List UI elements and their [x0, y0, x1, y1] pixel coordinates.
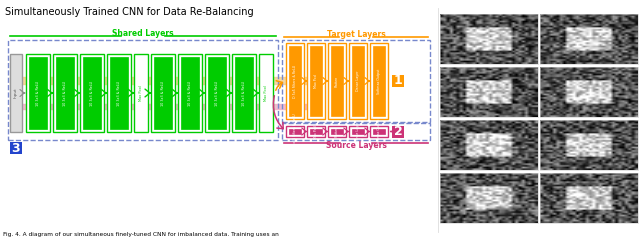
Bar [26, 54, 50, 132]
Bar [352, 46, 364, 116]
Text: Max Pool: Max Pool [264, 85, 268, 101]
Bar [83, 57, 101, 129]
Text: Max Pool: Max Pool [314, 124, 318, 139]
Text: 10 3x3 & ReLU: 10 3x3 & ReLU [215, 80, 219, 106]
Text: 10 3x3 & ReLU: 10 3x3 & ReLU [90, 80, 94, 106]
Bar [307, 43, 325, 119]
Text: Dense Layer: Dense Layer [356, 121, 360, 142]
Bar [392, 126, 404, 138]
Text: 10 3x3 & ReLU: 10 3x3 & ReLU [161, 80, 165, 106]
Text: 10 3x3 & ReLU: 10 3x3 & ReLU [188, 80, 192, 106]
Bar [349, 43, 367, 119]
Bar [352, 129, 364, 134]
Text: 10 3x3 & ReLU: 10 3x3 & ReLU [117, 80, 121, 106]
Text: 10 5x15 Filters & ReLU: 10 5x15 Filters & ReLU [293, 113, 297, 150]
Text: 1: 1 [394, 74, 403, 88]
Text: Simultaneously Trained CNN for Data Re-Balancing: Simultaneously Trained CNN for Data Re-B… [5, 7, 253, 17]
Bar [440, 67, 538, 117]
Bar [235, 57, 253, 129]
Bar [181, 57, 199, 129]
Text: Softmax Output: Softmax Output [377, 68, 381, 94]
Bar [286, 126, 304, 137]
Text: Shared Layers: Shared Layers [112, 29, 174, 38]
Text: D 5x5 Filters & ReLU: D 5x5 Filters & ReLU [293, 64, 297, 98]
Bar [540, 14, 638, 64]
Text: 2: 2 [394, 125, 403, 138]
Text: Target Layers: Target Layers [326, 30, 385, 39]
Bar [310, 129, 322, 134]
Text: Fig. 4. A diagram of our simultaneous finely-tuned CNN for imbalanced data. Trai: Fig. 4. A diagram of our simultaneous fi… [3, 232, 279, 237]
Text: Dense Layer: Dense Layer [356, 71, 360, 91]
Bar [232, 54, 256, 132]
Bar [10, 142, 22, 154]
Bar [370, 126, 388, 137]
Bar [307, 126, 325, 137]
Bar [286, 43, 304, 119]
Text: 10 3x3 & ReLU: 10 3x3 & ReLU [36, 80, 40, 106]
Bar [328, 43, 346, 119]
Bar [10, 54, 22, 132]
Bar [134, 54, 148, 132]
Bar [370, 43, 388, 119]
Bar [540, 120, 638, 170]
Text: Flatten: Flatten [335, 75, 339, 87]
Bar [289, 129, 301, 134]
Bar [29, 57, 47, 129]
Bar [540, 67, 638, 117]
Bar [349, 126, 367, 137]
Bar [110, 57, 128, 129]
Bar [328, 126, 346, 137]
Text: Max Pool: Max Pool [314, 74, 318, 88]
Bar [53, 54, 77, 132]
Text: 10 3x3 & ReLU: 10 3x3 & ReLU [242, 80, 246, 106]
Bar [289, 46, 301, 116]
Bar [310, 46, 322, 116]
Bar [440, 120, 538, 170]
Text: 3: 3 [12, 142, 20, 155]
Bar [331, 129, 343, 134]
Bar [107, 54, 131, 132]
Bar [154, 57, 172, 129]
Bar [56, 57, 74, 129]
Bar [178, 54, 202, 132]
Bar [80, 54, 104, 132]
Text: Softmax Output: Softmax Output [377, 119, 381, 144]
Text: Max Pool: Max Pool [139, 85, 143, 101]
Bar [392, 75, 404, 87]
Bar [208, 57, 226, 129]
Bar [331, 46, 343, 116]
Bar [440, 14, 538, 64]
Bar [373, 46, 385, 116]
Bar [282, 40, 430, 122]
Bar [151, 54, 175, 132]
Bar [540, 173, 638, 223]
Bar [8, 40, 278, 140]
Text: Source Layers: Source Layers [326, 141, 387, 150]
Text: Input: Input [14, 88, 18, 98]
Bar [373, 129, 385, 134]
Bar [440, 173, 538, 223]
Bar [259, 54, 273, 132]
Text: 10 3x3 & ReLU: 10 3x3 & ReLU [63, 80, 67, 106]
Bar [282, 123, 430, 140]
Bar [205, 54, 229, 132]
Text: Flatten: Flatten [335, 126, 339, 137]
